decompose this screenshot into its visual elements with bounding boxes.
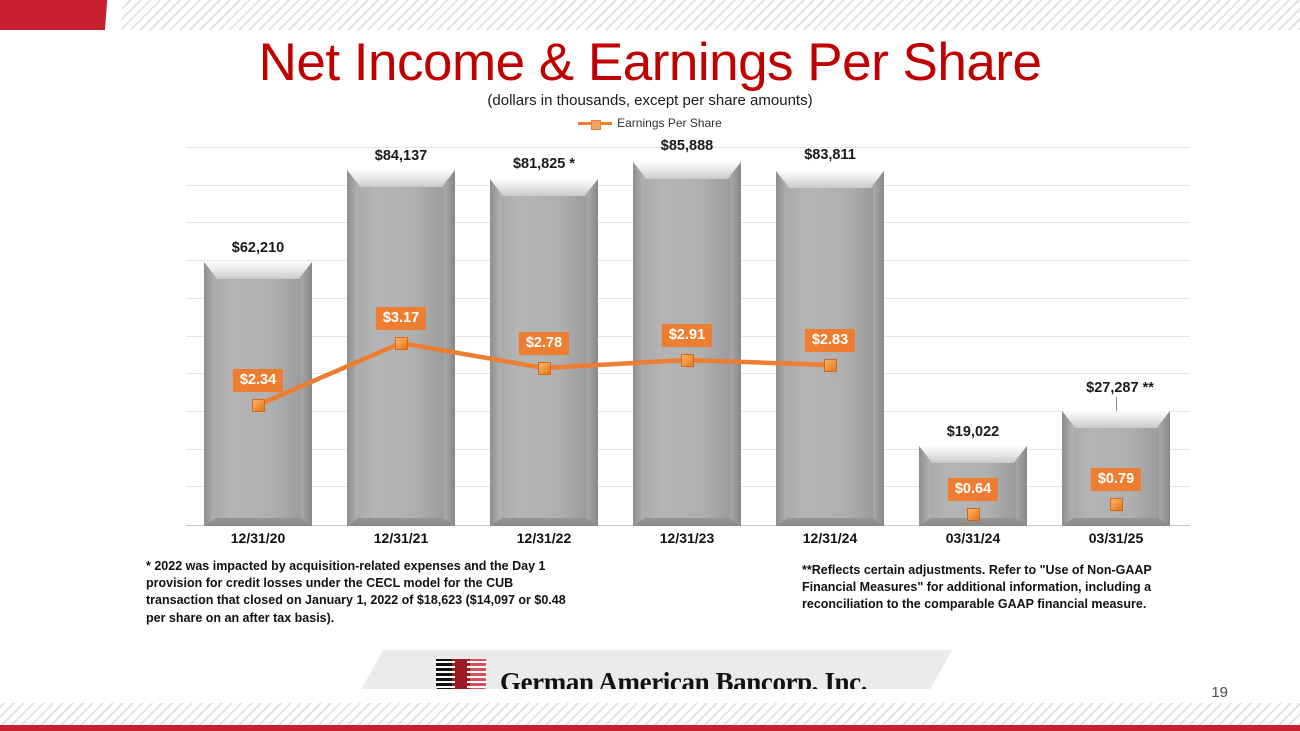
eps-value-label-12-31-23: $2.91	[661, 324, 713, 347]
page-title: Net Income & Earnings Per Share	[258, 33, 1042, 92]
chart-category-axis: 12/31/20 12/31/21 12/31/22 12/31/23 12/3…	[186, 530, 1190, 554]
bar-12-31-20	[204, 262, 312, 526]
legend-marker-icon	[578, 117, 613, 130]
eps-marker-12-31-22	[537, 361, 551, 375]
eps-marker-12-31-21	[394, 336, 408, 350]
eps-marker-03-31-25	[1109, 497, 1123, 511]
top-band-gap	[105, 0, 123, 30]
eps-marker-12-31-24	[823, 358, 837, 372]
top-hatch-band	[0, 0, 1300, 30]
legend-label-earnings-per-share: Earnings Per Share	[617, 116, 722, 130]
bar-value-label-12-31-23: $85,888	[660, 138, 714, 154]
eps-marker-03-31-24	[966, 507, 980, 521]
eps-value-label-12-31-21: $3.17	[375, 307, 427, 330]
bottom-hatch-band	[0, 703, 1300, 725]
bar-value-label-12-31-22: $81,825 *	[512, 156, 576, 172]
footnote-left: * 2022 was impacted by acquisition-relat…	[146, 559, 566, 625]
footer-white-strip	[0, 689, 1300, 703]
chart-plot-area: $62,210 $84,137 $81,825 * $85,888 $83,81…	[186, 138, 1190, 526]
category-label-4: 12/31/24	[802, 530, 858, 546]
bar-value-label-03-31-25: $27,287 **	[1086, 380, 1154, 396]
page-subtitle: (dollars in thousands, except per share …	[487, 92, 813, 109]
footnote-right: **Reflects certain adjustments. Refer to…	[802, 563, 1152, 612]
bar-value-label-12-31-21: $84,137	[374, 148, 428, 164]
top-red-accent-bar	[0, 0, 120, 30]
chart-legend: Earnings Per Share	[0, 116, 1300, 130]
eps-marker-12-31-20	[251, 398, 265, 412]
bar-value-label-12-31-20: $62,210	[231, 240, 285, 256]
eps-value-label-12-31-22: $2.78	[518, 332, 570, 355]
eps-value-label-12-31-24: $2.83	[804, 329, 856, 352]
bottom-red-rule	[0, 725, 1300, 731]
category-label-6: 03/31/25	[1088, 530, 1144, 546]
category-label-1: 12/31/21	[373, 530, 429, 546]
eps-value-label-12-31-20: $2.34	[232, 369, 284, 392]
eps-marker-12-31-23	[680, 353, 694, 367]
category-label-0: 12/31/20	[230, 530, 286, 546]
label-leader-line-03-31-25	[1116, 397, 1117, 411]
page-number: 19	[1211, 684, 1228, 701]
eps-value-label-03-31-24: $0.64	[947, 478, 999, 501]
bar-value-label-12-31-24: $83,811	[804, 147, 856, 163]
bar-value-label-03-31-24: $19,022	[946, 424, 1000, 440]
category-label-3: 12/31/23	[659, 530, 715, 546]
category-label-2: 12/31/22	[516, 530, 572, 546]
eps-value-label-03-31-25: $0.79	[1090, 468, 1142, 491]
category-label-5: 03/31/24	[945, 530, 1001, 546]
